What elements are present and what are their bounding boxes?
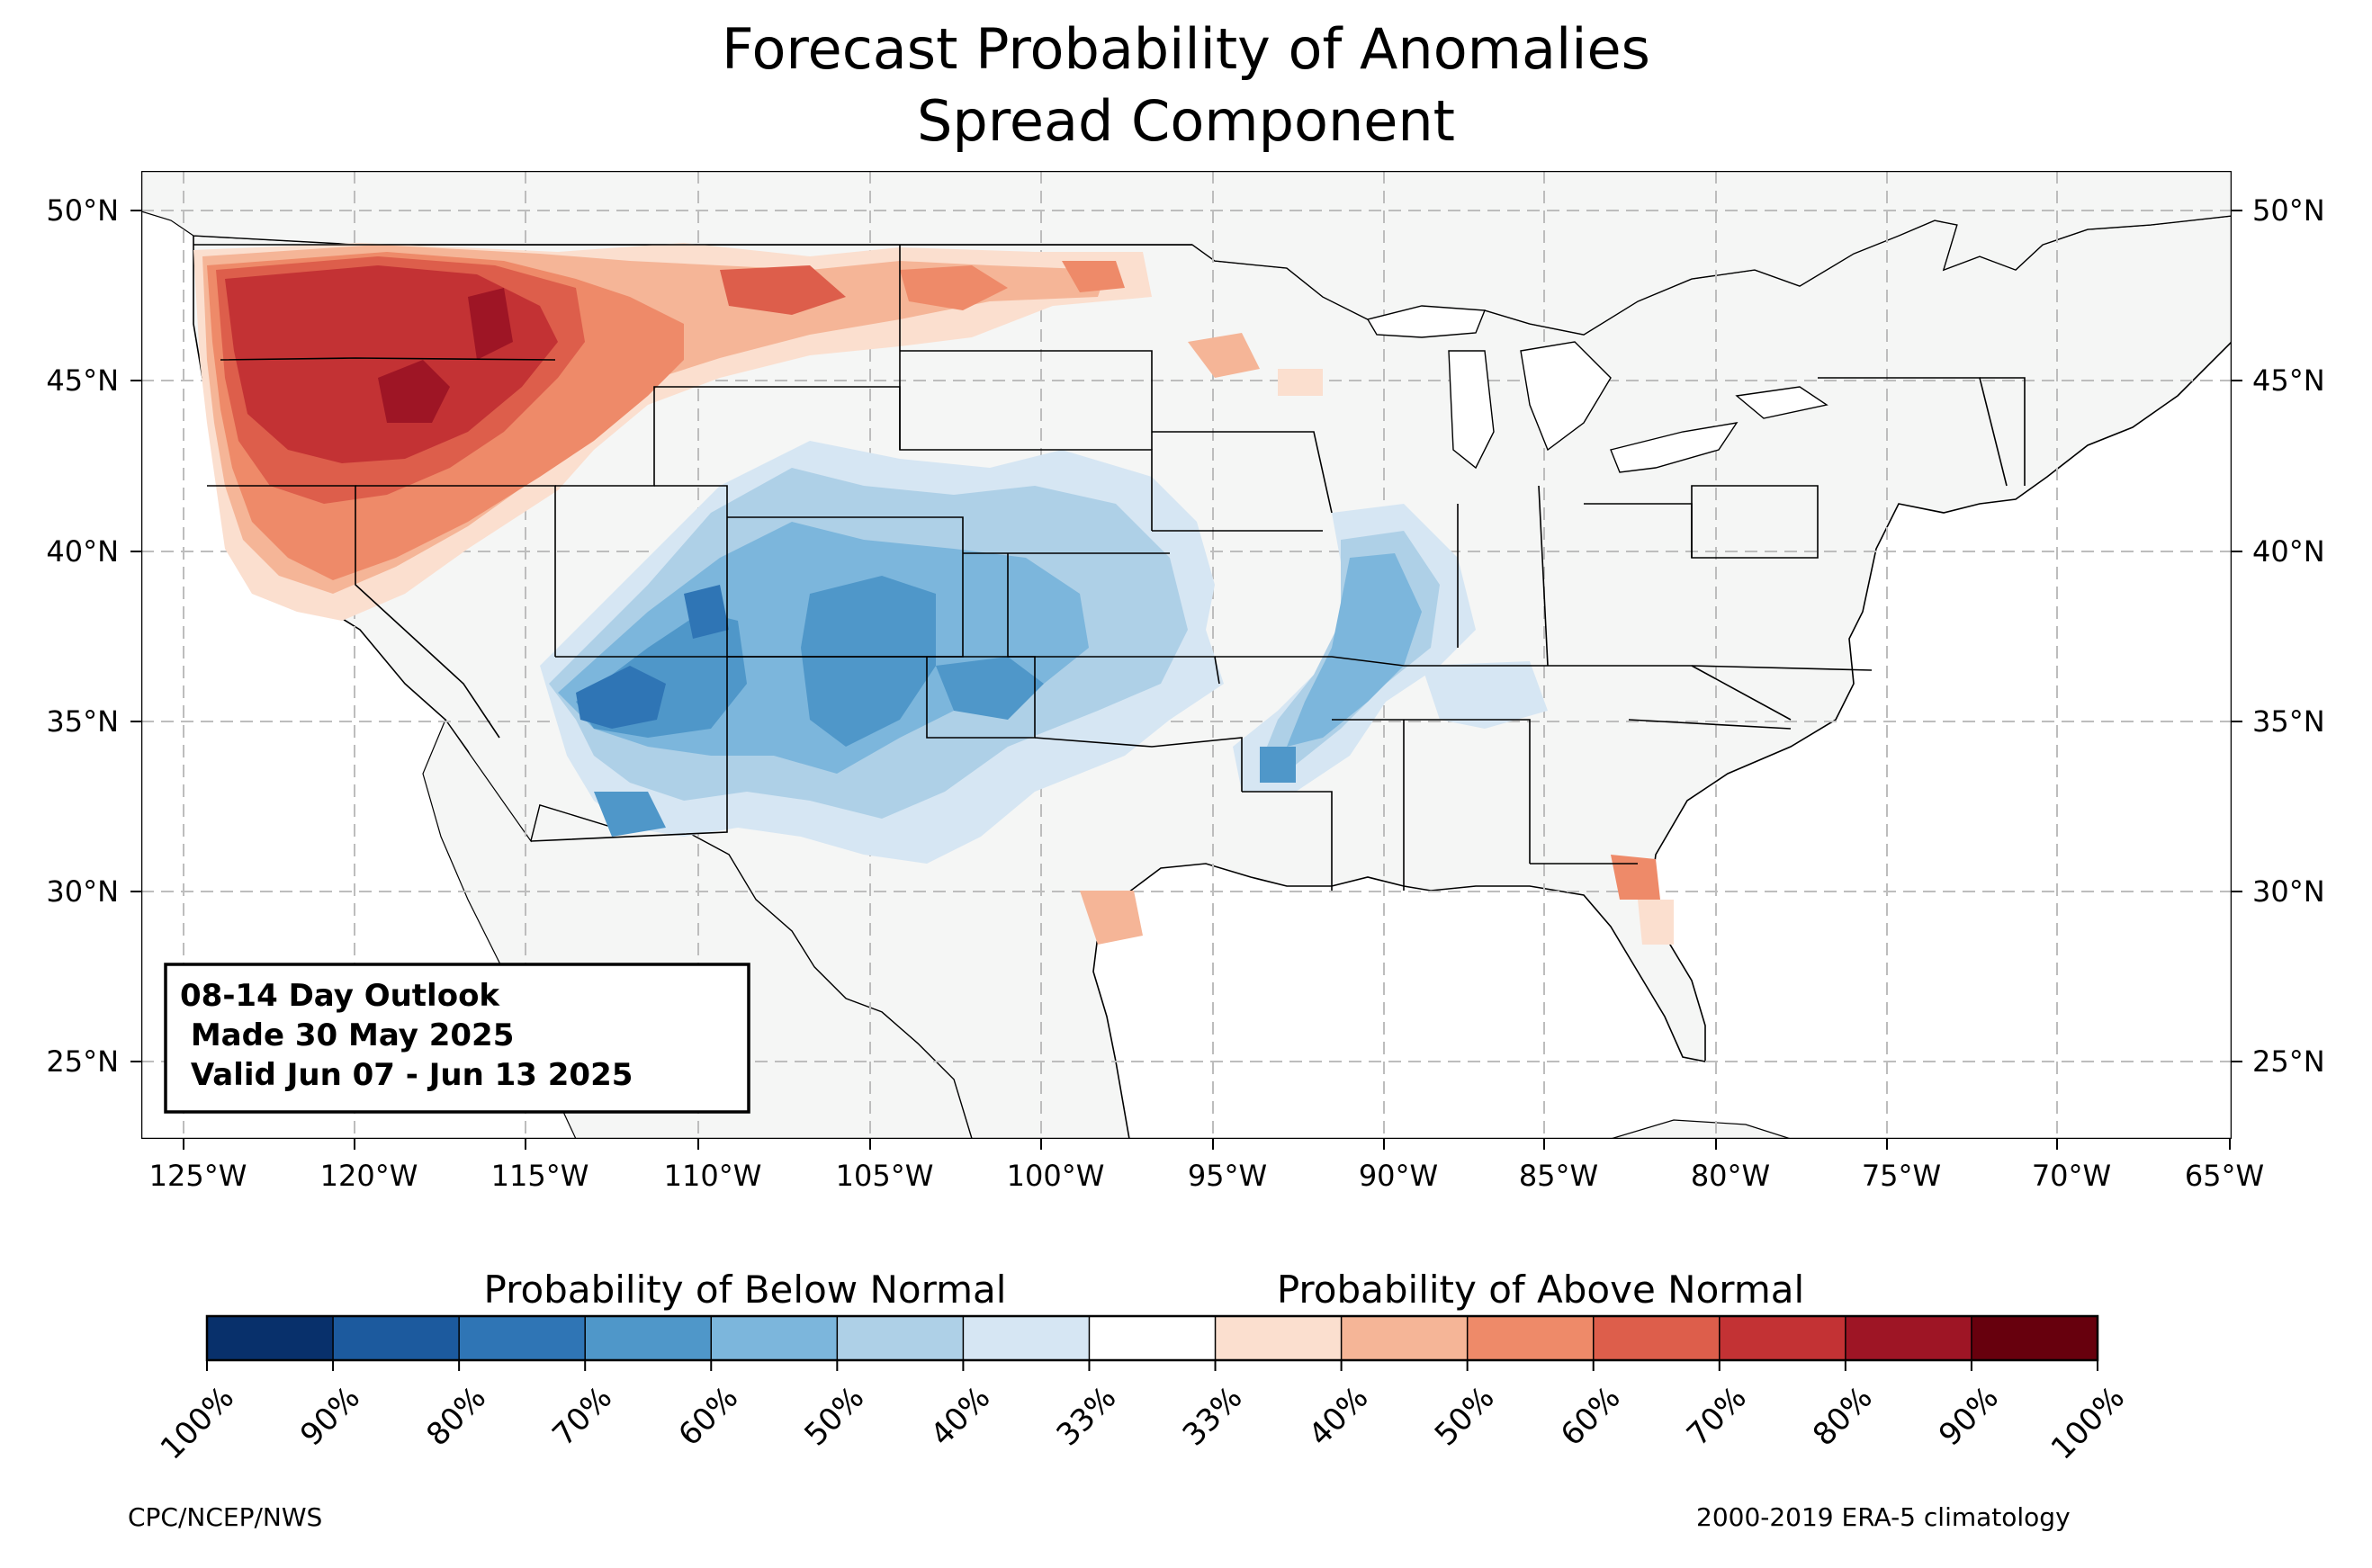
lon-label: 110°W [664, 1159, 762, 1193]
lat-label: 30°N [46, 874, 119, 909]
colorbar-swatch [837, 1316, 964, 1360]
lon-label: 115°W [491, 1159, 589, 1193]
lat-label: 40°N [46, 534, 119, 569]
lon-label: 90°W [1359, 1159, 1438, 1193]
colorbar-tick-label: 40% [924, 1380, 998, 1454]
colorbar-swatch [585, 1316, 712, 1360]
colorbar-swatch [459, 1316, 586, 1360]
lat-label: 35°N [2252, 704, 2325, 739]
colorbar-swatch [711, 1316, 838, 1360]
colorbar-swatch [963, 1316, 1091, 1360]
colorbar-tick-label: 33% [1050, 1380, 1124, 1454]
colorbar-swatches [207, 1316, 2098, 1360]
colorbar-tick-label: 33% [1176, 1380, 1250, 1454]
colorbar-swatch [207, 1316, 334, 1360]
lon-label: 120°W [320, 1159, 418, 1193]
colorbar-tick-label: 100% [154, 1380, 241, 1467]
colorbar-swatch [1215, 1316, 1343, 1360]
colorbar-swatch [1845, 1316, 1972, 1360]
below-normal-shading [540, 441, 1548, 864]
borders [193, 244, 2026, 891]
legend-below-label: Probability of Below Normal [484, 1268, 1007, 1312]
colorbar-swatch [1971, 1316, 2098, 1360]
lon-label: 100°W [1007, 1159, 1105, 1193]
lat-label: 25°N [46, 1044, 119, 1079]
lat-label: 45°N [46, 363, 119, 398]
outlook-valid-dates: Valid Jun 07 - Jun 13 2025 [180, 1057, 633, 1093]
colorbar-legend: Probability of Below Normal Probability … [154, 1268, 2132, 1467]
colorbar-swatch [1467, 1316, 1595, 1360]
colorbar-tick-label: 80% [1806, 1380, 1880, 1454]
colorbar-tick-label: 60% [671, 1380, 745, 1454]
colorbar-tick-label: 50% [798, 1380, 872, 1454]
lat-label: 50°N [46, 193, 119, 228]
above-normal-shading [193, 243, 1674, 945]
lon-label: 80°W [1691, 1159, 1770, 1193]
lon-label: 125°W [149, 1159, 247, 1193]
lon-tick-marks [183, 1139, 2231, 1150]
lat-label: 45°N [2252, 363, 2325, 398]
colorbar-tick-label: 40% [1302, 1380, 1376, 1454]
colorbar-tick-label: 100% [2044, 1380, 2132, 1467]
credit-climatology: 2000-2019 ERA-5 climatology [1696, 1502, 2071, 1532]
lat-labels-right: 50°N 45°N 40°N 35°N 30°N 25°N [2252, 193, 2325, 1079]
colorbar-tick-label: 70% [1680, 1380, 1754, 1454]
lon-label: 95°W [1188, 1159, 1267, 1193]
lon-label: 85°W [1519, 1159, 1598, 1193]
map-title: Forecast Probability of Anomalies [722, 16, 1650, 82]
colorbar-swatch [1341, 1316, 1469, 1360]
lat-label: 30°N [2252, 874, 2325, 909]
colorbar-tick-label: 70% [545, 1380, 619, 1454]
outlook-made-date: Made 30 May 2025 [180, 1017, 514, 1053]
lat-label: 40°N [2252, 534, 2325, 569]
lon-label: 75°W [1862, 1159, 1941, 1193]
lat-label: 25°N [2252, 1044, 2325, 1079]
lon-label: 70°W [2032, 1159, 2111, 1193]
colorbar-tick-label: 50% [1428, 1380, 1502, 1454]
colorbar-tick-label: 60% [1554, 1380, 1628, 1454]
lat-label: 35°N [46, 704, 119, 739]
colorbar-swatch [1089, 1316, 1217, 1360]
map-subtitle: Spread Component [917, 88, 1455, 154]
colorbar-tick-label: 80% [419, 1380, 493, 1454]
lon-label: 105°W [836, 1159, 934, 1193]
colorbar-swatch [333, 1316, 460, 1360]
legend-above-label: Probability of Above Normal [1277, 1268, 1804, 1312]
lon-label: 65°W [2185, 1159, 2264, 1193]
colorbar-swatch [1719, 1316, 1846, 1360]
colorbar-tick-label: 90% [293, 1380, 367, 1454]
great-lakes [1366, 305, 1828, 473]
outlook-info-box: 08-14 Day Outlook Made 30 May 2025 Valid… [164, 963, 750, 1114]
colorbar-swatch [1593, 1316, 1721, 1360]
lat-label: 50°N [2252, 193, 2325, 228]
outlook-period: 08-14 Day Outlook [180, 978, 500, 1014]
colorbar-tick-label: 90% [1932, 1380, 2006, 1454]
credit-source: CPC/NCEP/NWS [128, 1502, 323, 1532]
lon-labels: 125°W 120°W 115°W 110°W 105°W 100°W 95°W… [149, 1159, 2265, 1193]
lat-labels-left: 50°N 45°N 40°N 35°N 30°N 25°N [46, 193, 119, 1079]
lat-tick-marks [130, 210, 2242, 1062]
